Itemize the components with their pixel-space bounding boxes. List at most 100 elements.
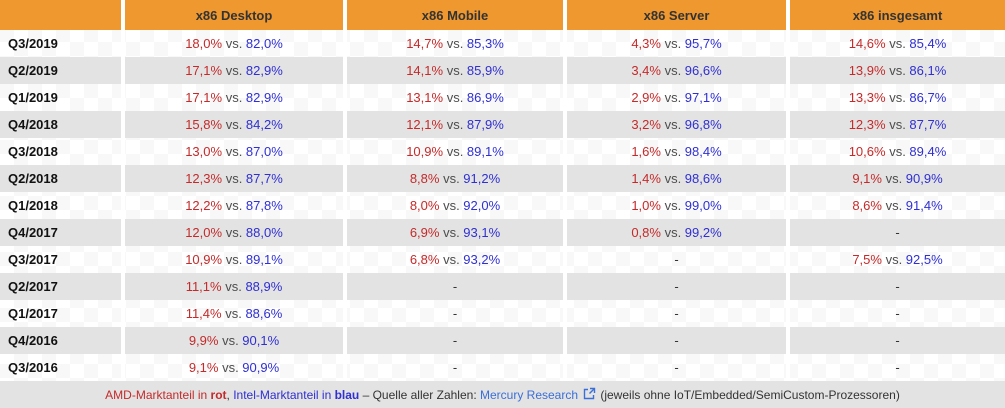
amd-share-value: 10,9%: [406, 144, 444, 159]
market-share-table: x86 Desktop x86 Mobile x86 Server x86 insge…: [0, 0, 1005, 381]
market-share-cell: 9,1% vs. 90,9%: [121, 354, 343, 381]
table-row: Q1/2019 17,1% vs. 82,9% 13,1% vs. 86,9% 2,9…: [0, 84, 1005, 111]
amd-legend-color-word: rot: [210, 387, 227, 402]
intel-share-value: 90,9%: [242, 360, 280, 375]
empty-value: -: [452, 333, 458, 348]
vs-label: vs.: [439, 252, 464, 267]
market-share-cell: 9,9% vs. 90,1%: [121, 327, 343, 354]
empty-value: -: [674, 306, 679, 321]
intel-share-value: 99,2%: [684, 225, 722, 240]
market-share-cell: 12,2% vs. 87,8%: [121, 192, 343, 219]
market-share-cell: -: [786, 300, 1005, 327]
row-header-quarter: Q4/2016: [0, 327, 121, 354]
intel-share-value: 93,1%: [463, 225, 501, 240]
market-share-cell: 13,3% vs. 86,7%: [786, 84, 1005, 111]
row-header-quarter: Q4/2017: [0, 219, 121, 246]
market-share-cell: -: [786, 219, 1005, 246]
amd-share-value: 17,1%: [185, 90, 223, 105]
empty-value: -: [674, 252, 679, 267]
market-share-cell: 1,6% vs. 98,4%: [563, 138, 786, 165]
market-share-cell: -: [343, 273, 563, 300]
empty-value: -: [452, 360, 458, 375]
vs-label: vs.: [218, 333, 243, 348]
intel-share-value: 87,0%: [245, 144, 283, 159]
intel-share-value: 88,9%: [245, 279, 283, 294]
market-share-cell: -: [343, 300, 563, 327]
market-share-cell: -: [563, 300, 786, 327]
amd-share-value: 8,8%: [409, 171, 440, 186]
vs-label: vs.: [221, 279, 246, 294]
amd-share-value: 4,3%: [631, 36, 661, 51]
vs-label: vs.: [222, 90, 246, 105]
market-share-cell: -: [563, 354, 786, 381]
market-share-cell: 6,9% vs. 93,1%: [343, 219, 563, 246]
market-share-cell: 3,4% vs. 96,6%: [563, 57, 786, 84]
vs-label: vs.: [881, 252, 906, 267]
amd-share-value: 14,1%: [406, 63, 444, 78]
table-row: Q4/2017 12,0% vs. 88,0% 6,9% vs. 93,1% 0,8%…: [0, 219, 1005, 246]
amd-share-value: 1,0%: [631, 198, 661, 213]
intel-share-value: 91,4%: [905, 198, 943, 213]
market-share-cell: -: [343, 354, 563, 381]
vs-label: vs.: [218, 360, 243, 375]
empty-value: -: [452, 279, 458, 294]
amd-share-value: 12,3%: [185, 171, 223, 186]
market-share-cell: 13,0% vs. 87,0%: [121, 138, 343, 165]
vs-label: vs.: [443, 144, 467, 159]
amd-share-value: 1,6%: [631, 144, 661, 159]
mercury-research-link[interactable]: Mercury Research: [480, 387, 597, 402]
market-share-cell: 1,4% vs. 98,6%: [563, 165, 786, 192]
table-row: Q3/2017 10,9% vs. 89,1% 6,8% vs. 93,2% -7,5…: [0, 246, 1005, 273]
intel-share-value: 95,7%: [684, 36, 722, 51]
vs-label: vs.: [439, 225, 464, 240]
market-share-cell: 9,1% vs. 90,9%: [786, 165, 1005, 192]
intel-share-value: 89,1%: [466, 144, 504, 159]
external-link-icon: [583, 387, 596, 400]
empty-value: -: [895, 306, 900, 321]
vs-label: vs.: [443, 63, 467, 78]
intel-share-value: 85,3%: [466, 36, 504, 51]
row-header-quarter: Q2/2018: [0, 165, 121, 192]
intel-share-value: 89,1%: [245, 252, 283, 267]
amd-share-value: 13,9%: [848, 63, 886, 78]
amd-share-value: 11,4%: [185, 306, 222, 321]
vs-label: vs.: [221, 306, 246, 321]
market-share-cell: 17,1% vs. 82,9%: [121, 84, 343, 111]
column-header-x86-desktop: x86 Desktop: [121, 0, 343, 30]
intel-share-value: 88,6%: [245, 306, 283, 321]
vs-label: vs.: [222, 252, 246, 267]
intel-share-value: 92,5%: [905, 252, 943, 267]
market-share-cell: -: [563, 327, 786, 354]
market-share-cell: 11,4% vs. 88,6%: [121, 300, 343, 327]
amd-share-value: 9,1%: [852, 171, 882, 186]
intel-share-value: 91,2%: [463, 171, 501, 186]
table-row: Q3/2018 13,0% vs. 87,0% 10,9% vs. 89,1% 1,6…: [0, 138, 1005, 165]
row-header-quarter: Q2/2017: [0, 273, 121, 300]
amd-share-value: 12,3%: [848, 117, 886, 132]
amd-share-value: 13,1%: [406, 90, 444, 105]
market-share-cell: 2,9% vs. 97,1%: [563, 84, 786, 111]
vs-label: vs.: [439, 171, 464, 186]
market-share-cell: 10,6% vs. 89,4%: [786, 138, 1005, 165]
vs-label: vs.: [660, 171, 685, 186]
amd-share-value: 6,8%: [409, 252, 440, 267]
vs-label: vs.: [885, 63, 910, 78]
market-share-cell: 4,3% vs. 95,7%: [563, 30, 786, 57]
footer-suffix-text: (jeweils ohne IoT/Embedded/SemiCustom-Pr…: [597, 387, 900, 402]
row-header-quarter: Q3/2016: [8, 360, 58, 375]
table-body: Q3/2019 18,0% vs. 82,0% 14,7% vs. 85,3% 4,3…: [0, 30, 1005, 381]
market-share-cell: -: [786, 273, 1005, 300]
intel-share-value: 85,4%: [909, 36, 947, 51]
intel-share-value: 99,0%: [684, 198, 722, 213]
vs-label: vs.: [222, 36, 246, 51]
amd-share-value: 3,4%: [631, 63, 661, 78]
intel-share-value: 86,1%: [909, 63, 947, 78]
amd-share-value: 12,0%: [185, 225, 223, 240]
market-share-cell: -: [563, 246, 786, 273]
vs-label: vs.: [881, 171, 906, 186]
market-share-cell: 0,8% vs. 99,2%: [563, 219, 786, 246]
market-share-cell: 8,8% vs. 91,2%: [343, 165, 563, 192]
empty-value: -: [674, 360, 679, 375]
intel-share-value: 97,1%: [684, 90, 722, 105]
empty-value: -: [895, 360, 900, 375]
